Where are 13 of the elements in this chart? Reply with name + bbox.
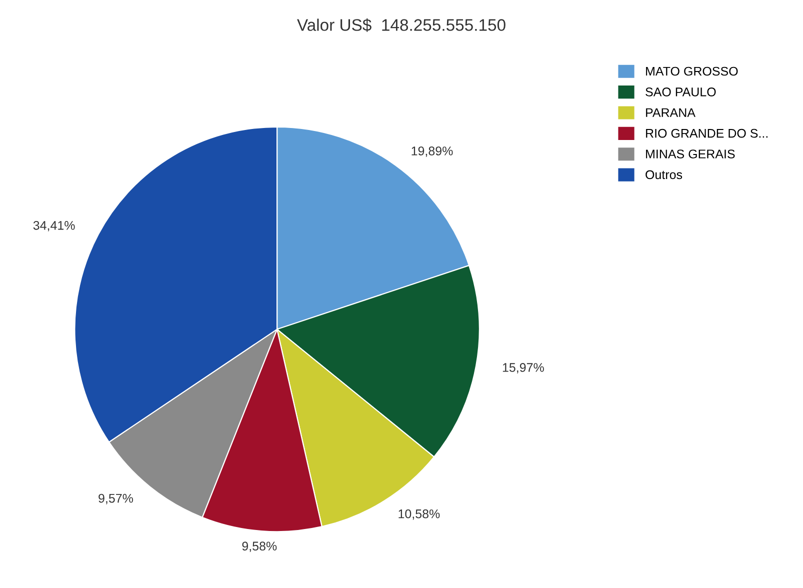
legend-label: SAO PAULO [646,88,716,96]
legend-label: RIO GRANDE DO S... [646,128,768,138]
legend-label: PARANA [646,108,696,117]
data-label: 10,58% [398,509,440,520]
legend-label: MINAS GERAIS [646,150,735,158]
legend-label: Outros [646,170,682,180]
chart-title: Valor US$ 148.255.555.150 [297,18,506,32]
legend-label: MATO GROSSO [646,66,738,76]
data-label: 15,97% [502,363,544,374]
data-label: 19,89% [412,146,453,157]
data-label: 9,57% [98,494,134,504]
data-label: 9,58% [242,542,277,552]
data-label: 34,41% [33,220,75,232]
